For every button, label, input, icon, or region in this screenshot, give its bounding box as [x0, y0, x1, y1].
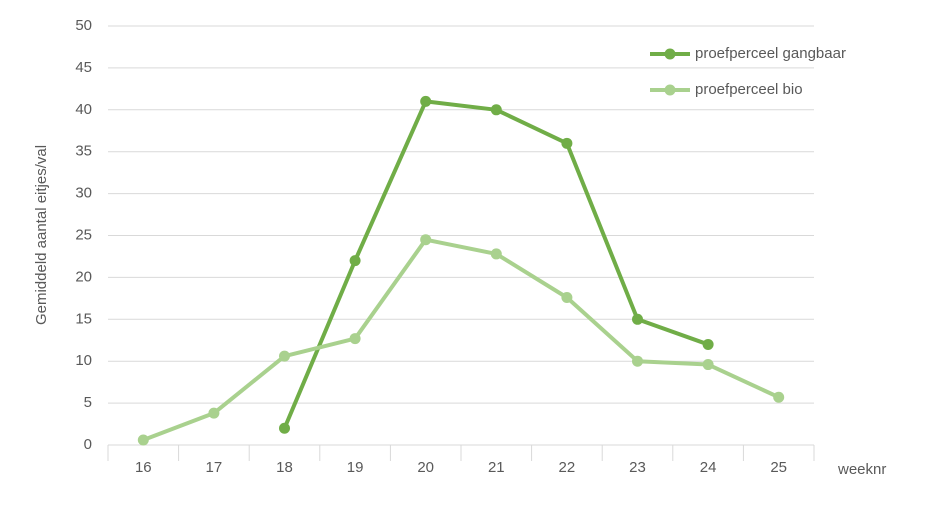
point: [349, 333, 361, 345]
point: [490, 104, 502, 116]
y-tick-label: 15: [75, 310, 92, 327]
y-tick-label: 25: [75, 226, 92, 243]
x-tick-label: 22: [559, 459, 576, 476]
y-axis-label: Gemiddeld aantal eitjes/val: [33, 145, 50, 325]
x-tick-label: 25: [770, 459, 787, 476]
legend-marker: [664, 48, 676, 60]
y-tick-label: 0: [84, 436, 92, 453]
point: [208, 407, 220, 419]
x-axis-label: weeknr: [837, 461, 886, 478]
point: [349, 255, 361, 267]
y-tick-label: 45: [75, 59, 92, 76]
series-line: [282, 99, 709, 430]
series-line: [142, 237, 780, 442]
legend-label: proefperceel bio: [695, 81, 803, 98]
point: [702, 338, 714, 350]
y-tick-label: 5: [84, 394, 92, 411]
point: [561, 292, 573, 304]
point: [279, 350, 290, 362]
legend-marker: [664, 84, 676, 96]
x-tick-label: 20: [417, 459, 434, 476]
point: [632, 313, 643, 325]
x-tick-label: 19: [347, 459, 364, 476]
x-tick-label: 21: [488, 459, 505, 476]
point: [561, 137, 573, 149]
point: [490, 248, 502, 260]
point: [420, 95, 432, 107]
point: [420, 234, 432, 246]
y-tick-label: 50: [75, 17, 92, 34]
y-tick-label: 35: [75, 143, 92, 160]
point: [702, 359, 714, 371]
y-tick-label: 40: [75, 101, 92, 118]
point: [137, 434, 149, 446]
x-tick-label: 24: [700, 459, 717, 476]
y-tick-label: 20: [75, 268, 92, 285]
x-tick-label: 23: [629, 459, 646, 476]
point: [773, 391, 785, 403]
x-tick-label: 16: [135, 459, 152, 476]
y-tick-label: 10: [75, 352, 92, 369]
legend-label: proefperceel gangbaar: [695, 45, 846, 62]
point: [632, 355, 643, 367]
y-tick-label: 30: [75, 185, 92, 202]
x-tick-label: 18: [276, 459, 293, 476]
point: [279, 422, 290, 434]
x-tick-label: 17: [206, 459, 223, 476]
